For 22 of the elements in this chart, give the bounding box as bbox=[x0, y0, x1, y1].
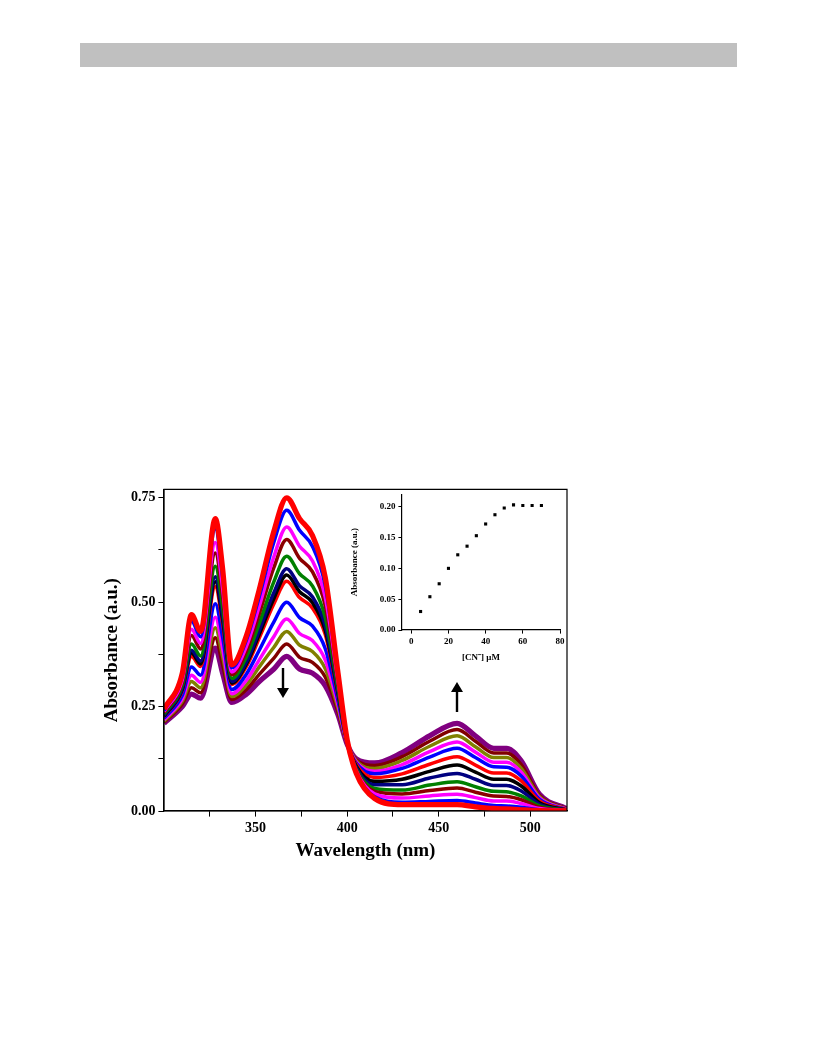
x-tick-label: 400 bbox=[336, 819, 358, 835]
y-tick-label: 0.00 bbox=[130, 802, 156, 818]
y-tick-label: 0.50 bbox=[130, 593, 156, 609]
x-axis-title: [CN⁻] μM bbox=[462, 651, 501, 662]
x-tick-label: 350 bbox=[245, 819, 267, 835]
x-tick-label: 20 bbox=[443, 636, 454, 647]
y-axis-title: Absorbance (a.u.) bbox=[348, 528, 359, 597]
y-tick-label: 0.10 bbox=[379, 562, 396, 573]
x-tick-label: 40 bbox=[481, 636, 491, 647]
y-tick-label: 0.05 bbox=[379, 593, 396, 604]
x-tick-label: 450 bbox=[428, 819, 450, 835]
y-axis-title: Absorbance (a.u.) bbox=[100, 578, 123, 723]
y-tick-label: 0.00 bbox=[379, 624, 396, 635]
y-tick-label: 0.25 bbox=[130, 698, 156, 714]
y-tick-label: 0.75 bbox=[130, 489, 156, 505]
x-tick-label: 0 bbox=[409, 636, 415, 647]
x-axis-title: Wavelength (nm) bbox=[295, 838, 436, 861]
y-tick-label: 0.15 bbox=[379, 531, 396, 542]
x-tick-label: 60 bbox=[518, 636, 528, 647]
y-tick-label: 0.20 bbox=[379, 501, 396, 512]
x-tick-label: 80 bbox=[555, 636, 565, 647]
x-tick-label: 500 bbox=[519, 819, 541, 835]
